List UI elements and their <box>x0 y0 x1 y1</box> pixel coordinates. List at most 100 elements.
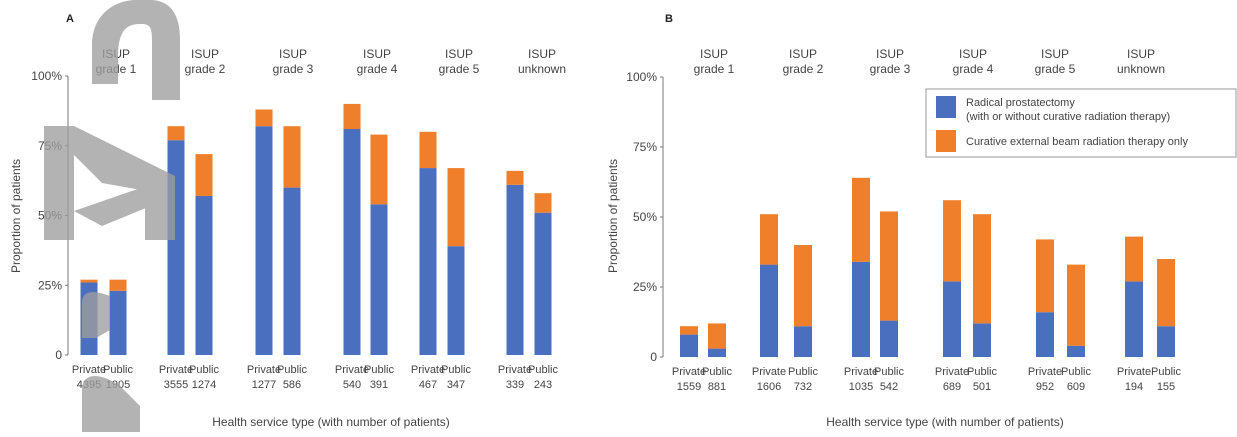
bar-patient-count: 689 <box>943 381 961 393</box>
bar-category-label: Private <box>935 366 969 378</box>
bar-category-label: Private <box>752 366 786 378</box>
group-label-line1: ISUP <box>700 47 728 61</box>
bar-patient-count: 609 <box>1067 381 1085 393</box>
bar-patient-count: 155 <box>1157 381 1175 393</box>
bar-patient-count: 194 <box>1125 381 1143 393</box>
bar-segment-radiation-therapy <box>447 168 465 247</box>
watermark-shape <box>82 375 140 432</box>
bar-category-label: Public <box>788 366 818 378</box>
y-tick-label: 0 <box>650 350 657 364</box>
bar-segment-radiation-therapy <box>80 279 98 283</box>
group-label-line2: grade 3 <box>273 62 314 76</box>
bar-patient-count: 243 <box>534 379 552 391</box>
legend-swatch-radiation-therapy <box>936 130 956 152</box>
bar-segment-radical-prostatectomy <box>167 140 185 355</box>
bar-patient-count: 586 <box>283 379 301 391</box>
bar-segment-radiation-therapy <box>794 245 812 327</box>
bar-patient-count: 1277 <box>252 379 276 391</box>
bar-segment-radical-prostatectomy <box>283 187 301 355</box>
watermark-shape <box>82 292 110 338</box>
bar-segment-radical-prostatectomy <box>255 126 273 355</box>
group-label-line2: grade 2 <box>185 62 226 76</box>
bar-patient-count: 3555 <box>164 379 188 391</box>
x-axis-title: Health service type (with number of pati… <box>212 415 449 429</box>
bar-segment-radical-prostatectomy <box>1036 312 1054 357</box>
legend-box <box>925 88 1237 158</box>
group-label-line1: ISUP <box>279 47 307 61</box>
bar-category-label: Public <box>702 366 732 378</box>
bar-segment-radiation-therapy <box>680 326 698 335</box>
bar-segment-radiation-therapy <box>283 126 301 188</box>
bar-category-label: Public <box>441 364 471 376</box>
group-label-line2: grade 5 <box>439 62 480 76</box>
bar-patient-count: 347 <box>447 379 465 391</box>
bar-category-label: Public <box>277 364 307 376</box>
bar-segment-radiation-therapy <box>1157 259 1175 327</box>
bar-patient-count: 1559 <box>677 381 701 393</box>
bar-patient-count: 732 <box>794 381 812 393</box>
group-label-line1: ISUP <box>445 47 473 61</box>
bar-category-label: Private <box>72 364 106 376</box>
bar-category-label: Private <box>335 364 369 376</box>
bar-segment-radical-prostatectomy <box>1067 345 1085 357</box>
bar-patient-count: 339 <box>506 379 524 391</box>
bar-category-label: Private <box>498 364 532 376</box>
bar-segment-radiation-therapy <box>1067 264 1085 346</box>
bar-segment-radical-prostatectomy <box>943 281 961 357</box>
group-label-line1: ISUP <box>789 47 817 61</box>
bar-segment-radiation-therapy <box>109 279 127 291</box>
bar-segment-radiation-therapy <box>506 170 524 185</box>
bar-category-label: Private <box>1028 366 1062 378</box>
bar-segment-radiation-therapy <box>370 134 388 205</box>
bar-category-label: Public <box>189 364 219 376</box>
bar-segment-radical-prostatectomy <box>370 204 388 355</box>
bar-segment-radical-prostatectomy <box>852 261 870 357</box>
panel-label: B <box>665 13 673 25</box>
bar-category-label: Private <box>247 364 281 376</box>
group-label-line1: ISUP <box>876 47 904 61</box>
bar-segment-radiation-therapy <box>343 103 361 130</box>
bar-patient-count: 952 <box>1036 381 1054 393</box>
bar-segment-radical-prostatectomy <box>794 326 812 357</box>
group-label-line2: unknown <box>518 62 566 76</box>
bar-category-label: Public <box>1151 366 1181 378</box>
legend-label: Radical prostatectomy <box>966 97 1075 109</box>
bar-category-label: Private <box>159 364 193 376</box>
bar-segment-radical-prostatectomy <box>1157 326 1175 357</box>
group-label-line1: ISUP <box>528 47 556 61</box>
bar-patient-count: 391 <box>370 379 388 391</box>
watermark-shape <box>92 0 152 84</box>
y-tick-label: 100% <box>31 69 62 83</box>
panel-label: A <box>66 13 74 25</box>
group-label-line2: grade 1 <box>694 62 735 76</box>
bar-category-label: Private <box>844 366 878 378</box>
group-label-line2: unknown <box>1117 62 1165 76</box>
legend-label: Curative external beam radiation therapy… <box>966 136 1188 148</box>
bar-segment-radiation-therapy <box>255 109 273 127</box>
bar-segment-radical-prostatectomy <box>447 246 465 355</box>
bar-segment-radiation-therapy <box>708 323 726 349</box>
bar-patient-count: 501 <box>973 381 991 393</box>
bar-segment-radiation-therapy <box>419 131 437 169</box>
bar-category-label: Public <box>103 364 133 376</box>
bar-category-label: Private <box>1117 366 1151 378</box>
group-label-line1: ISUP <box>363 47 391 61</box>
bar-patient-count: 467 <box>419 379 437 391</box>
bar-segment-radical-prostatectomy <box>195 195 213 355</box>
bar-segment-radical-prostatectomy <box>534 212 552 355</box>
bar-category-label: Public <box>1061 366 1091 378</box>
bar-segment-radiation-therapy <box>195 154 213 196</box>
bar-segment-radical-prostatectomy <box>973 323 991 357</box>
bar-category-label: Public <box>874 366 904 378</box>
watermark-logo <box>44 0 180 432</box>
y-tick-label: 0 <box>55 348 62 362</box>
y-tick-label: 100% <box>626 70 657 84</box>
bar-category-label: Private <box>411 364 445 376</box>
group-label-line2: grade 3 <box>870 62 911 76</box>
bar-segment-radical-prostatectomy <box>343 129 361 355</box>
group-label-line2: grade 4 <box>357 62 398 76</box>
bar-segment-radiation-therapy <box>534 193 552 213</box>
x-axis-title: Health service type (with number of pati… <box>826 415 1063 429</box>
